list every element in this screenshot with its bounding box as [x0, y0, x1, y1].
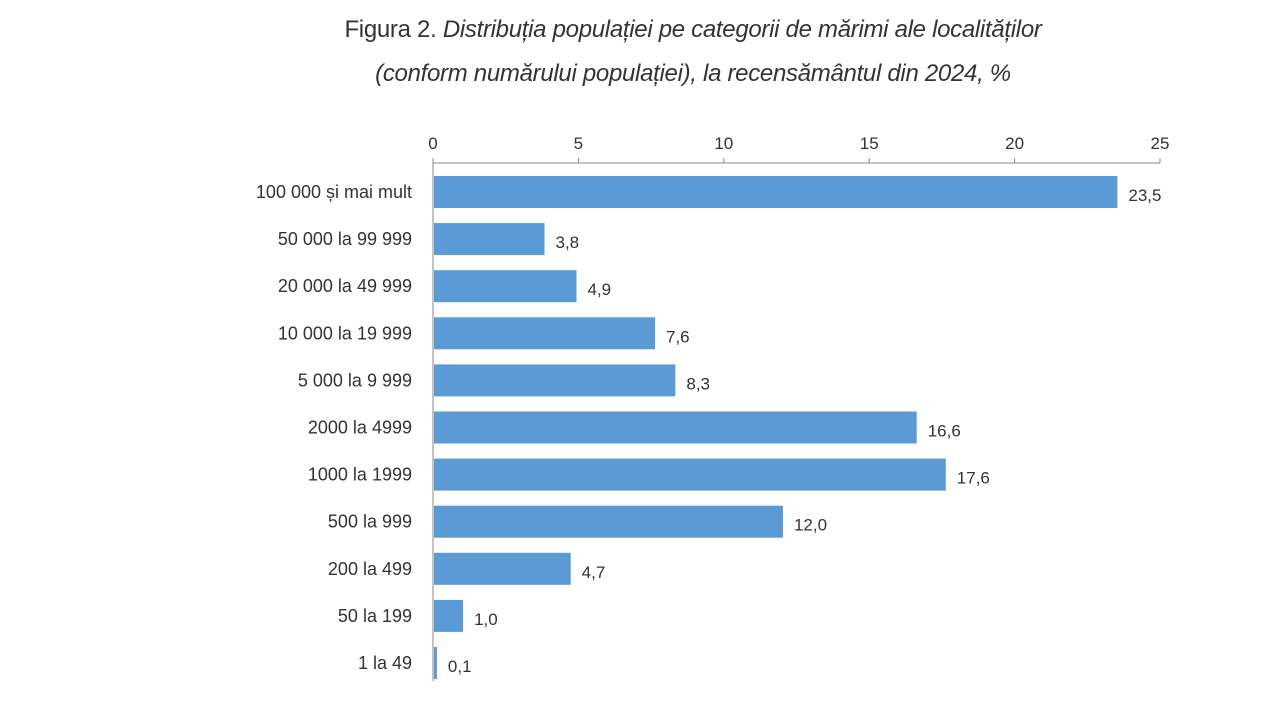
bar [434, 317, 656, 350]
title-text-2: (conform numărului populației), la recen… [375, 60, 1011, 87]
bar [434, 176, 1118, 208]
category-label: 2000 la 4999 [308, 418, 412, 438]
category-label: 500 la 999 [328, 512, 412, 532]
x-tick-label: 25 [1151, 134, 1170, 153]
category-label: 50 000 la 99 999 [278, 229, 412, 249]
category-label: 5 000 la 9 999 [298, 370, 412, 390]
x-tick-label: 10 [714, 134, 733, 153]
data-label: 8,3 [686, 374, 710, 393]
category-label: 1000 la 1999 [308, 465, 412, 485]
data-label: 16,6 [928, 422, 961, 441]
bar [434, 505, 783, 538]
bar [434, 458, 946, 491]
data-label: 4,9 [587, 280, 611, 299]
category-label: 20 000 la 49 999 [278, 276, 412, 296]
x-tick-label: 0 [428, 134, 437, 153]
x-tick-label: 15 [860, 134, 879, 153]
category-label: 50 la 199 [338, 606, 412, 626]
data-label: 7,6 [666, 327, 690, 346]
data-label: 0,1 [448, 657, 472, 676]
x-tick-label: 5 [574, 134, 583, 153]
data-label: 1,0 [474, 610, 498, 629]
category-label: 10 000 la 19 999 [278, 323, 412, 343]
bar [434, 270, 577, 303]
data-label: 23,5 [1128, 186, 1161, 205]
title-text: Distribuția populației pe categorii de m… [442, 16, 1042, 43]
bar [434, 647, 437, 679]
data-label: 3,8 [556, 233, 580, 252]
bar [434, 552, 571, 585]
bar [434, 364, 676, 397]
category-label: 200 la 499 [328, 559, 412, 579]
chart-title-line2: (conform numărului populației), la recen… [0, 60, 1280, 88]
category-label: 1 la 49 [358, 653, 412, 673]
chart-title-line1: Figura 2. Distribuția populației pe cate… [0, 16, 1280, 44]
bar [434, 223, 545, 256]
data-label: 12,0 [794, 516, 827, 535]
bar [434, 411, 917, 444]
category-label: 100 000 și mai mult [256, 182, 412, 202]
bar [434, 599, 464, 632]
data-label: 4,7 [582, 563, 606, 582]
data-label: 17,6 [957, 469, 990, 488]
figure-number: Figura 2. [344, 16, 437, 43]
x-tick-label: 20 [1005, 134, 1024, 153]
